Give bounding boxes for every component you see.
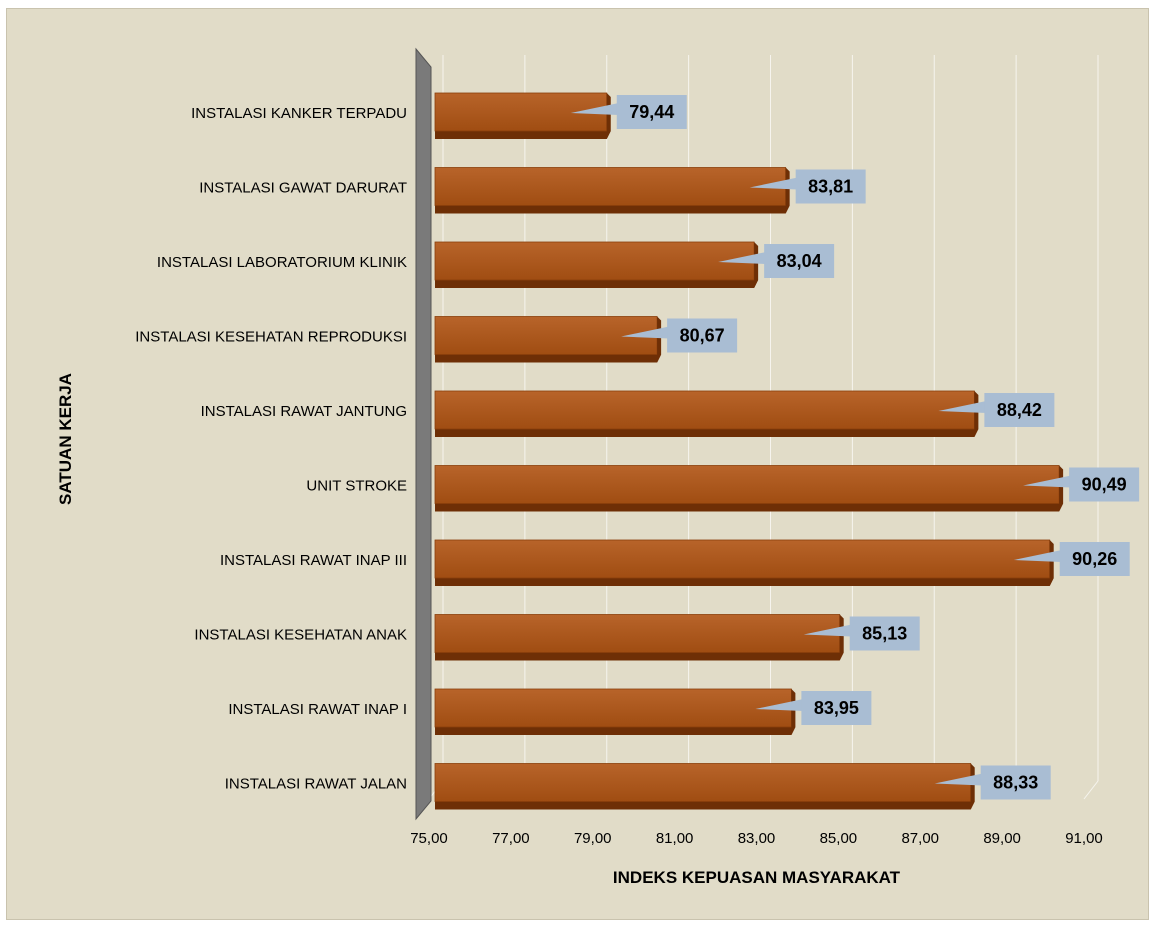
- bar-shadow: [435, 503, 1064, 512]
- data-label-pointer: [570, 103, 619, 115]
- data-label: 90,49: [1082, 475, 1127, 495]
- axis-wall: [415, 47, 432, 821]
- data-label: 80,67: [680, 326, 725, 346]
- bar: [434, 465, 1060, 504]
- bar-end: [754, 242, 759, 288]
- data-label-pointer: [749, 177, 798, 190]
- data-label-pointer: [1013, 550, 1062, 562]
- data-label: 88,33: [993, 773, 1038, 793]
- category-label: INSTALASI RAWAT JALAN: [225, 776, 407, 793]
- data-label-box: [1069, 467, 1140, 502]
- bar-end: [974, 391, 979, 437]
- x-tick-label: 83,00: [738, 830, 776, 847]
- bar: [434, 316, 658, 355]
- data-label-box: [984, 393, 1055, 427]
- bar-end: [1059, 465, 1064, 512]
- category-label: INSTALASI RAWAT INAP I: [228, 701, 407, 718]
- data-label-pointer: [621, 326, 670, 339]
- bar-shadow: [435, 205, 790, 214]
- data-label-box: [980, 765, 1051, 800]
- bar-shadow: [435, 354, 662, 363]
- y-axis-title: SATUAN KERJA: [56, 373, 75, 505]
- bar-shadow: [435, 280, 759, 288]
- bar-end: [785, 167, 790, 214]
- bar-shadow: [435, 429, 979, 437]
- data-label-pointer: [718, 252, 767, 264]
- data-label-box: [764, 244, 835, 278]
- x-tick-label: 91,00: [1065, 830, 1103, 847]
- x-tick-label: 75,00: [410, 830, 448, 847]
- bar-end: [791, 689, 796, 735]
- category-label: INSTALASI KESEHATAN REPRODUKSI: [135, 329, 407, 346]
- bar: [434, 539, 1051, 579]
- bar: [434, 167, 787, 206]
- data-label-box: [667, 318, 738, 353]
- data-label-pointer: [755, 699, 804, 711]
- data-label-box: [795, 169, 866, 204]
- data-label-pointer: [934, 773, 983, 786]
- data-label-pointer: [938, 401, 987, 413]
- bar: [434, 614, 841, 653]
- chart-frame: 79,44 INSTALASI KANKER TERPADU 83,81 INSTAL…: [6, 8, 1149, 920]
- category-label: INSTALASI KANKER TERPADU: [191, 105, 407, 122]
- x-tick-label: 81,00: [656, 830, 694, 847]
- data-label-box: [849, 616, 920, 651]
- x-tick-label: 89,00: [983, 830, 1021, 847]
- bar: [434, 390, 975, 430]
- data-label: 79,44: [629, 102, 674, 122]
- data-label: 83,04: [777, 251, 822, 271]
- data-label: 83,81: [808, 177, 853, 197]
- x-tick-label: 87,00: [901, 830, 939, 847]
- category-label: INSTALASI RAWAT JANTUNG: [201, 403, 407, 420]
- x-tick-label: 77,00: [492, 830, 530, 847]
- bar-end: [839, 614, 844, 661]
- data-label: 90,26: [1072, 549, 1117, 569]
- bar-shadow: [435, 727, 796, 735]
- bar-shadow: [435, 652, 844, 661]
- category-label: INSTALASI GAWAT DARURAT: [199, 180, 407, 197]
- bar-end: [970, 763, 975, 810]
- bar-end: [657, 316, 662, 363]
- data-label-box: [616, 95, 687, 129]
- bar-shadow: [435, 578, 1054, 586]
- category-label: INSTALASI RAWAT INAP III: [220, 552, 407, 569]
- category-label: INSTALASI KESEHATAN ANAK: [194, 627, 407, 644]
- bar-end: [1049, 540, 1054, 586]
- data-label: 83,95: [814, 698, 859, 718]
- data-label-box: [1059, 542, 1130, 576]
- data-label-box: [801, 691, 872, 725]
- bar: [434, 688, 792, 728]
- gridline-floor: [1083, 780, 1099, 800]
- bar: [434, 763, 972, 802]
- category-label: UNIT STROKE: [306, 478, 407, 495]
- x-axis-title: INDEKS KEPUASAN MASYARAKAT: [613, 868, 901, 887]
- data-label-pointer: [1023, 475, 1072, 488]
- chart-svg: 79,44 INSTALASI KANKER TERPADU 83,81 INSTAL…: [56, 47, 1140, 887]
- data-label-pointer: [803, 624, 852, 637]
- x-tick-label: 85,00: [820, 830, 858, 847]
- bar-shadow: [435, 131, 611, 139]
- bar-shadow: [435, 801, 975, 810]
- data-label: 88,42: [997, 400, 1042, 420]
- category-label: INSTALASI LABORATORIUM KLINIK: [157, 254, 407, 271]
- bar: [434, 241, 755, 281]
- bar-end: [606, 93, 611, 139]
- data-label: 85,13: [862, 624, 907, 644]
- x-tick-label: 79,00: [574, 830, 612, 847]
